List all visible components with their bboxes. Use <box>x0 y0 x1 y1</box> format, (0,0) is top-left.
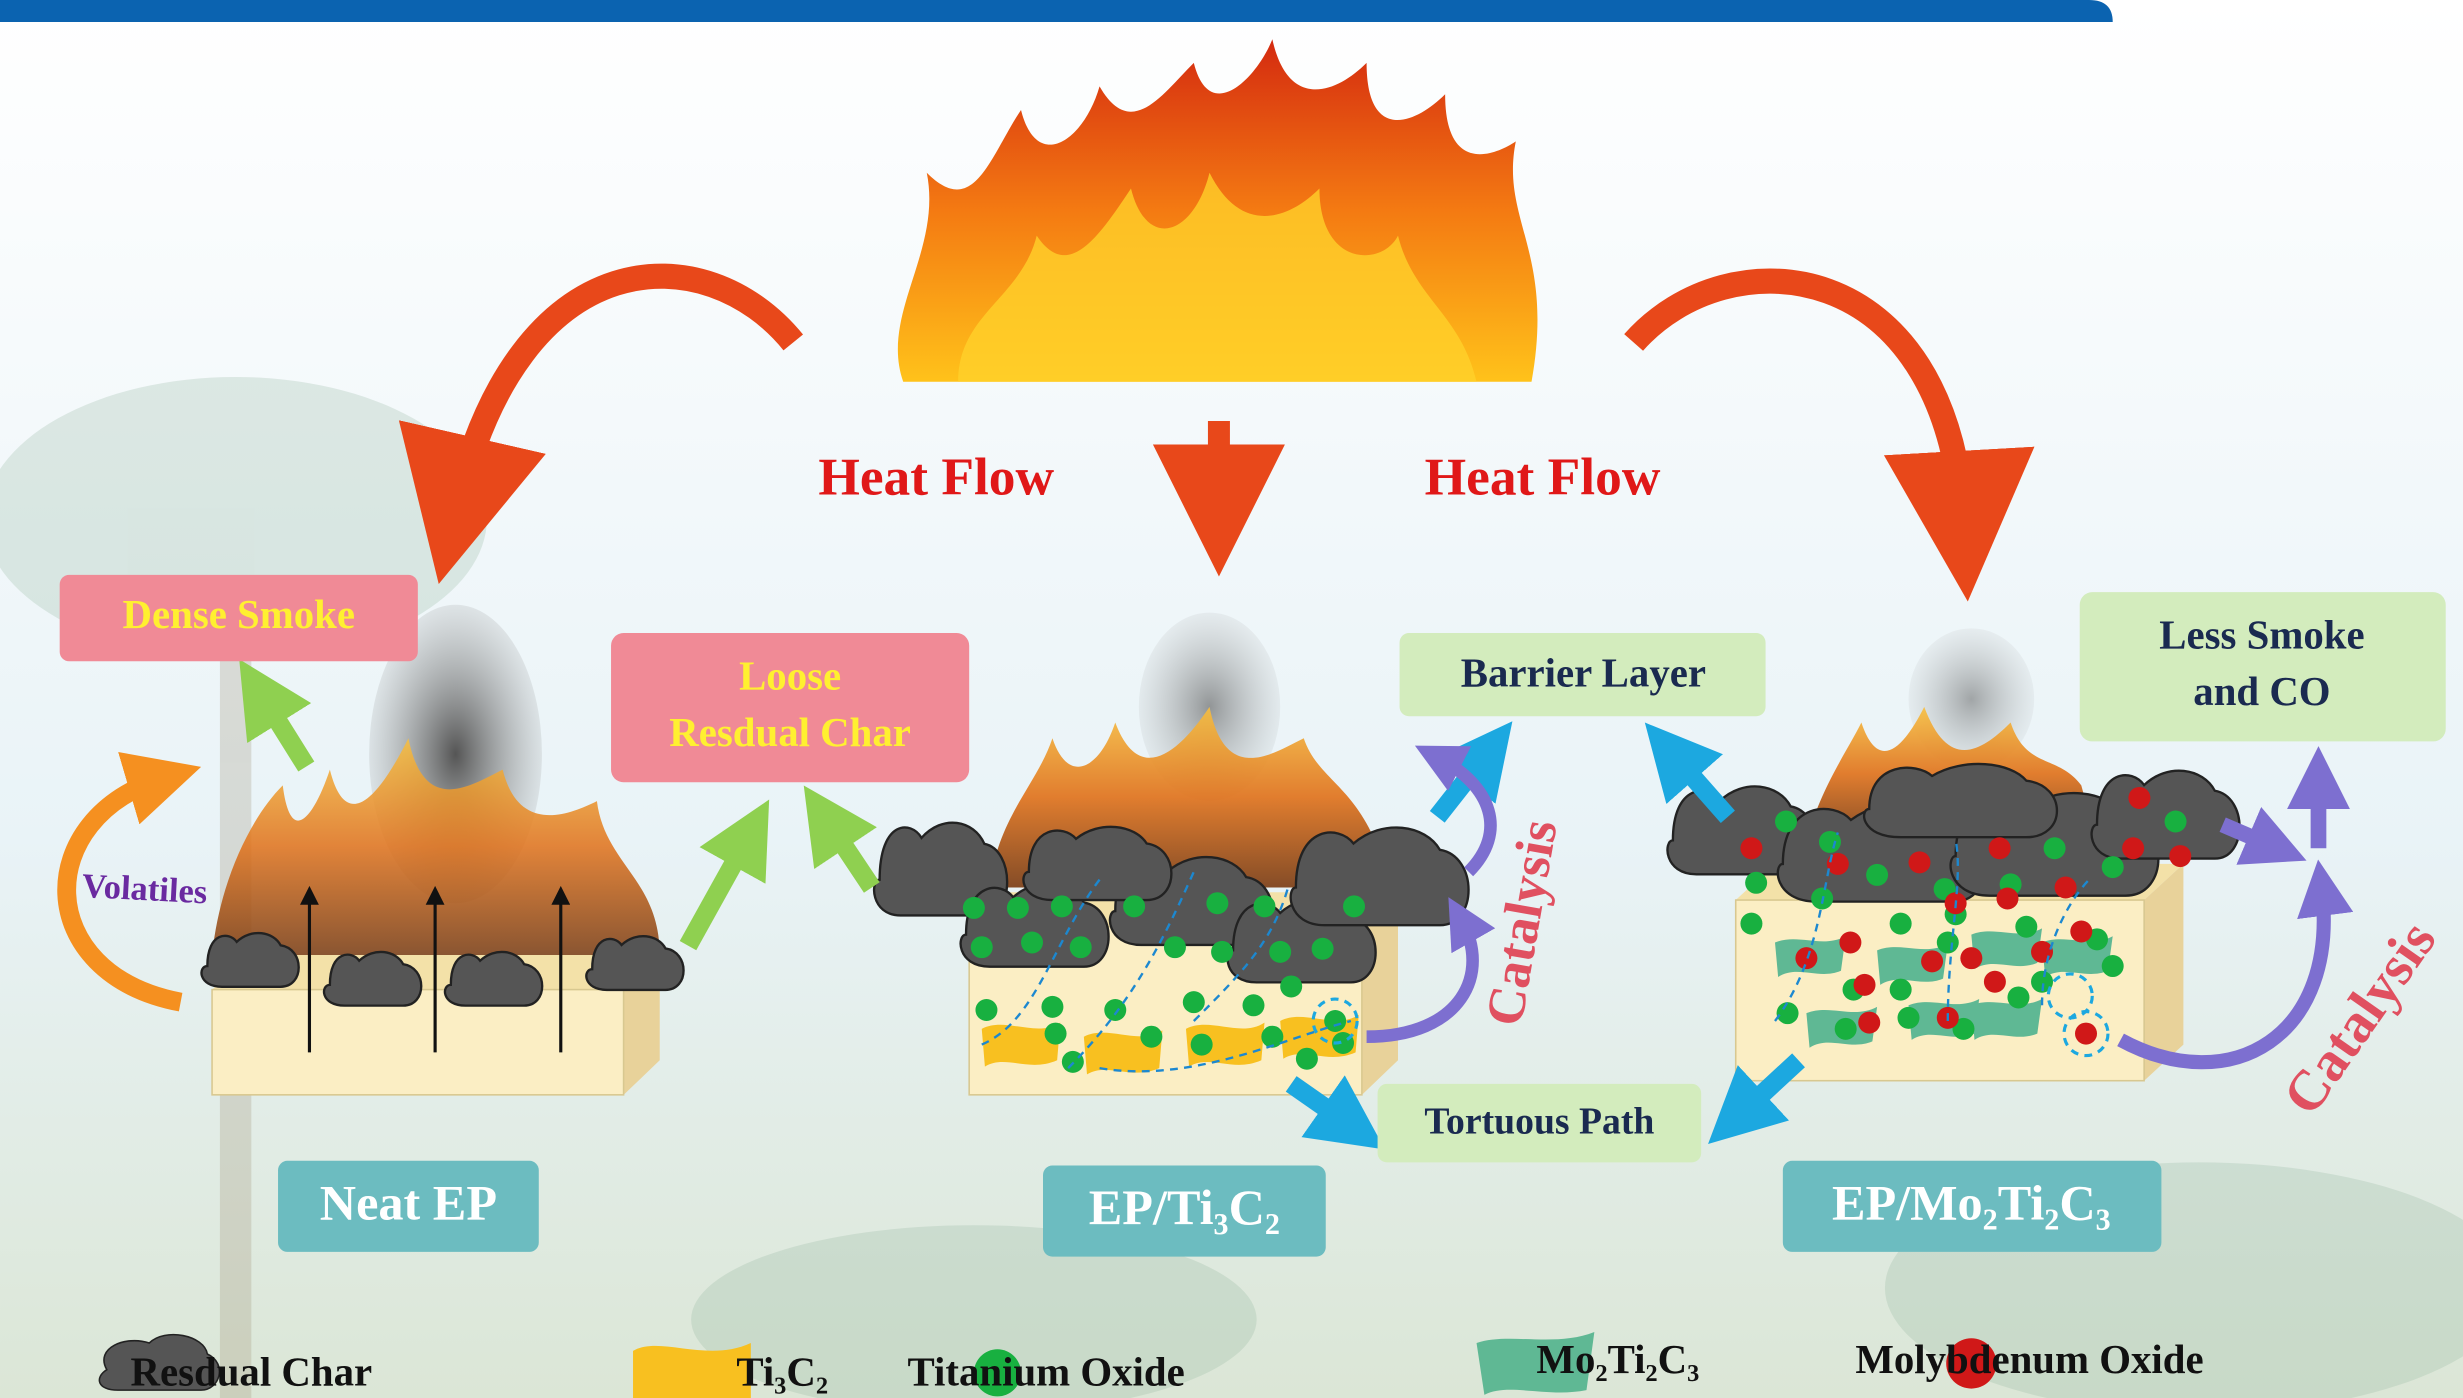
titanium-oxide <box>1269 941 1291 963</box>
titanium-oxide <box>2044 837 2066 859</box>
titanium-oxide <box>2102 955 2124 977</box>
titanium-oxide <box>1045 1023 1067 1045</box>
titanium-oxide <box>1164 936 1186 958</box>
titanium-oxide <box>1007 897 1029 919</box>
titanium-oxide <box>1937 931 1959 953</box>
molybdenum-oxide <box>1984 971 2006 993</box>
molybdenum-oxide <box>2075 1023 2097 1045</box>
titanium-oxide <box>1343 895 1365 917</box>
molybdenum-oxide <box>1858 1012 1880 1034</box>
molybdenum-oxide <box>1996 887 2018 909</box>
titanium-oxide <box>1740 913 1762 935</box>
molybdenum-oxide <box>1960 947 1982 969</box>
sample-label: EP/Mo₂Ti₂C₃ <box>1832 1174 2111 1230</box>
titanium-oxide <box>1745 872 1767 894</box>
sample-label: EP/Ti₃C₂ <box>1089 1179 1280 1235</box>
titanium-oxide <box>963 897 985 919</box>
legend-label: Titanium Oxide <box>908 1349 1185 1394</box>
molybdenum-oxide <box>2122 837 2144 859</box>
titanium-oxide <box>1261 1026 1283 1048</box>
heat-flow-label: Heat Flow <box>1425 446 1661 506</box>
callout-text: Volatiles <box>81 867 208 912</box>
titanium-oxide <box>1866 864 1888 886</box>
molybdenum-oxide <box>2128 787 2150 809</box>
titanium-oxide <box>2007 986 2029 1008</box>
callout-text: Barrier Layer <box>1461 650 1706 695</box>
titanium-oxide <box>1890 979 1912 1001</box>
molybdenum-oxide <box>2070 920 2092 942</box>
molybdenum-oxide <box>1827 853 1849 875</box>
legend-swatch <box>633 1343 751 1398</box>
titanium-oxide <box>1191 1034 1213 1056</box>
molybdenum-oxide <box>1989 837 2011 859</box>
callout-text: Less Smoke <box>2159 613 2364 658</box>
molybdenum-oxide <box>1909 851 1931 873</box>
titanium-oxide <box>1206 892 1228 914</box>
titanium-oxide <box>1835 1018 1857 1040</box>
titanium-oxide <box>975 999 997 1021</box>
titanium-oxide <box>971 936 993 958</box>
titanium-oxide <box>1041 996 1063 1018</box>
molybdenum-oxide <box>1740 837 1762 859</box>
titanium-oxide <box>1140 1026 1162 1048</box>
diagram: Heat Flow Heat Flow Den <box>0 0 2463 1398</box>
titanium-oxide <box>2015 916 2037 938</box>
titanium-oxide <box>1070 936 1092 958</box>
molybdenum-oxide <box>1839 931 1861 953</box>
titanium-oxide <box>1775 811 1797 833</box>
callout-text: and CO <box>2193 669 2330 714</box>
molybdenum-oxide <box>1795 947 1817 969</box>
titanium-oxide <box>1777 1002 1799 1024</box>
callout-text: Resdual Char <box>669 710 911 755</box>
titanium-oxide <box>1021 931 1043 953</box>
titanium-oxide <box>1123 895 1145 917</box>
titanium-oxide <box>1051 895 1073 917</box>
titanium-oxide <box>1183 991 1205 1013</box>
page: Heat Flow Heat Flow Den <box>0 0 2463 1398</box>
molybdenum-oxide <box>2031 941 2053 963</box>
callout-text: Dense Smoke <box>123 592 355 637</box>
titanium-oxide <box>1890 913 1912 935</box>
callout-text: Tortuous Path <box>1424 1100 1654 1142</box>
titanium-oxide <box>1280 975 1302 997</box>
titanium-oxide <box>2165 811 2187 833</box>
titanium-oxide <box>1296 1048 1318 1070</box>
top-bar <box>0 0 2113 22</box>
heat-flow-label: Heat Flow <box>818 446 1054 506</box>
sample-label: Neat EP <box>320 1174 497 1230</box>
legend-label: Molybdenum Oxide <box>1855 1337 2203 1382</box>
titanium-oxide <box>1253 895 1275 917</box>
mo2ti2c3-flake <box>1971 999 2042 1040</box>
molybdenum-oxide <box>2055 876 2077 898</box>
titanium-oxide <box>1211 941 1233 963</box>
legend-label: Ti₃C₂ <box>736 1349 828 1394</box>
callout-text: Loose <box>739 654 841 699</box>
legend-label: Mo₂Ti₂C₃ <box>1536 1337 1699 1382</box>
molybdenum-oxide <box>2169 845 2191 867</box>
titanium-oxide <box>1242 994 1264 1016</box>
molybdenum-oxide <box>1854 974 1876 996</box>
molybdenum-oxide <box>1921 950 1943 972</box>
titanium-oxide <box>2102 856 2124 878</box>
titanium-oxide <box>1898 1007 1920 1029</box>
legend-label: Resdual Char <box>131 1349 373 1394</box>
titanium-oxide <box>1312 938 1334 960</box>
